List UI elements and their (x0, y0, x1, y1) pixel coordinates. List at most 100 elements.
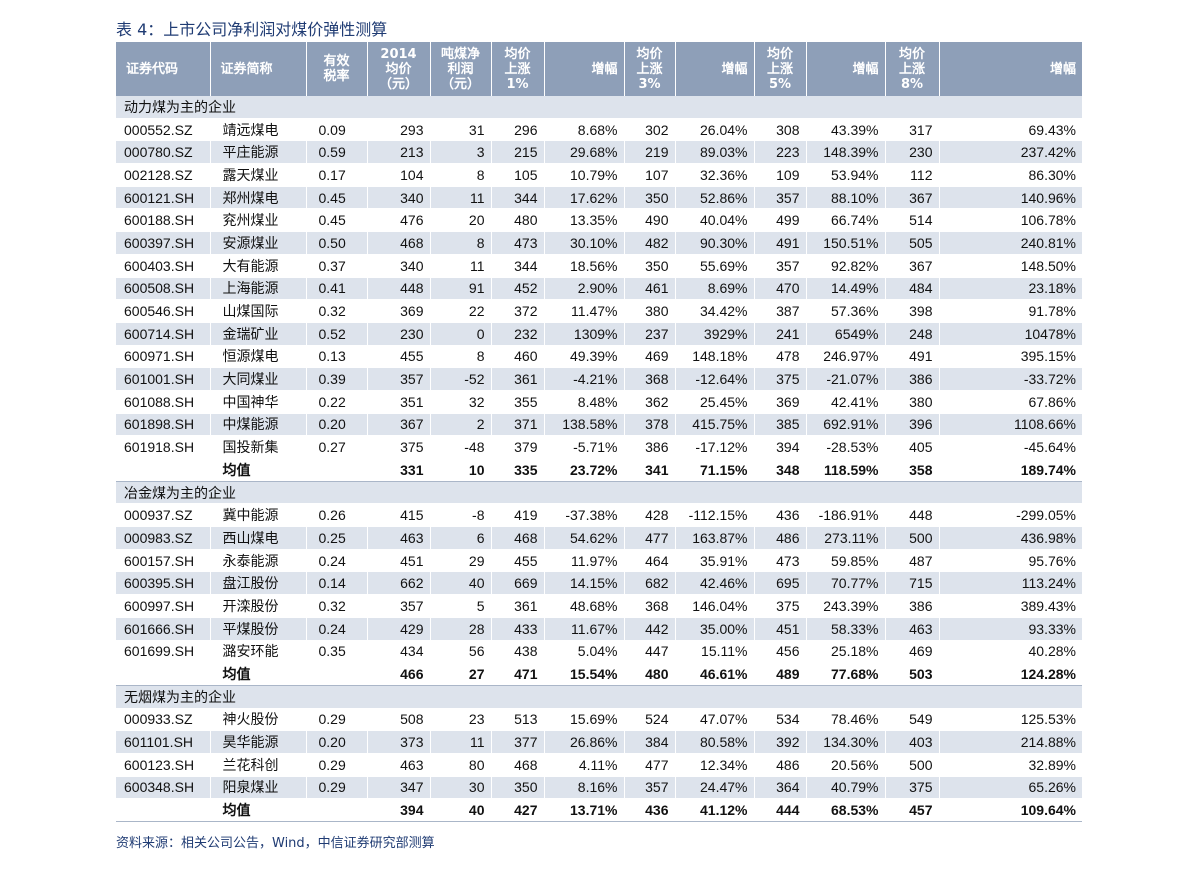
table-cell: 23.18% (939, 277, 1082, 301)
table-cell: 92.82% (806, 254, 886, 278)
section-title: 无烟煤为主的企业 (116, 685, 1082, 709)
table-cell: 246.97% (806, 345, 886, 369)
stock-name-cell: 郑州煤电 (210, 186, 307, 210)
stock-name-cell: 中煤能源 (210, 413, 307, 437)
table-cell: 361 (491, 367, 545, 391)
stock-code-cell: 601699.SH (116, 640, 211, 664)
table-cell: 0.20 (306, 730, 368, 754)
table-cell: 11 (430, 254, 492, 278)
table-cell: 237 (624, 322, 676, 346)
table-cell: -48 (430, 435, 492, 459)
column-header: 有效 税率 (306, 42, 368, 96)
table-cell: 35.00% (675, 617, 755, 641)
table-cell: 104 (367, 163, 431, 187)
table-cell: 460 (491, 345, 545, 369)
stock-name-cell: 上海能源 (210, 277, 307, 301)
stock-name-cell: 兰花科创 (210, 753, 307, 777)
table-cell: 11.47% (544, 299, 625, 323)
table-cell: 0.32 (306, 594, 368, 618)
stock-code-cell: 600403.SH (116, 254, 211, 278)
table-cell: 389.43% (939, 594, 1082, 618)
table-cell: 361 (491, 594, 545, 618)
table-cell: 88.10% (806, 186, 886, 210)
table-cell: 373 (367, 730, 431, 754)
average-row: 均值 331 10 335 23.72% 341 71.15% 348 118.59% 358 18… (116, 458, 1082, 482)
table-cell: 24.47% (675, 776, 755, 800)
stock-name-cell: 露天煤业 (210, 163, 307, 187)
average-cell: 71.15% (675, 458, 755, 482)
table-cell: 468 (491, 526, 545, 550)
table-cell: 480 (491, 208, 545, 233)
table-cell: 367 (367, 413, 431, 437)
table-cell: 340 (367, 186, 431, 210)
table-row: 600157.SH 永泰能源 0.24 451 29 455 11.97% 464 35.91%… (116, 549, 1082, 573)
table-cell: 4.11% (544, 753, 625, 777)
table-row: 600508.SH 上海能源 0.41 448 91 452 2.90% 461 8.69% 47… (116, 277, 1082, 301)
stock-code-cell: 600546.SH (116, 299, 211, 323)
average-label: 均值 (210, 662, 368, 686)
table-cell: 442 (624, 617, 676, 641)
table-cell: 0.29 (306, 708, 368, 732)
table-cell: 448 (367, 277, 431, 301)
table-cell: 0.24 (306, 549, 368, 573)
empty-cell (116, 798, 211, 822)
table-cell: 375 (367, 435, 431, 459)
stock-name-cell: 中国神华 (210, 390, 307, 414)
table-cell: 0.24 (306, 617, 368, 641)
table-cell: 434 (367, 640, 431, 664)
stock-name-cell: 兖州煤业 (210, 208, 307, 233)
average-cell: 457 (885, 798, 940, 822)
table-cell: 2.90% (544, 277, 625, 301)
table-cell: 30 (430, 776, 492, 800)
table-cell: 146.04% (675, 594, 755, 618)
stock-name-cell: 大同煤业 (210, 367, 307, 391)
table-cell: 148.50% (939, 254, 1082, 278)
table-cell: 357 (754, 254, 807, 278)
table-cell: 455 (367, 345, 431, 369)
table-cell: 8 (430, 345, 492, 369)
table-cell: 669 (491, 571, 545, 596)
table-cell: 371 (491, 413, 545, 437)
table-cell: 470 (754, 277, 807, 301)
table-cell: 451 (754, 617, 807, 641)
table-cell: 428 (624, 503, 676, 528)
table-cell: -37.38% (544, 503, 625, 528)
average-cell: 480 (624, 662, 676, 686)
table-cell: 486 (754, 753, 807, 777)
table-cell: 57.36% (806, 299, 886, 323)
table-cell: 375 (754, 594, 807, 618)
stock-name-cell: 平庄能源 (210, 140, 307, 165)
table-cell: 148.39% (806, 140, 886, 165)
table-row: 601088.SH 中国神华 0.22 351 32 355 8.48% 362 25.45% 3… (116, 390, 1082, 414)
table-cell: 364 (754, 776, 807, 800)
table-cell: 395.15% (939, 345, 1082, 369)
table-cell: 308 (754, 118, 807, 142)
section-title: 动力煤为主的企业 (116, 96, 1082, 119)
table-cell: 452 (491, 277, 545, 301)
table-cell: 436.98% (939, 526, 1082, 550)
table-cell: 368 (624, 594, 676, 618)
table-row: 601918.SH 国投新集 0.27 375 -48 379 -5.71% 386 -17.1… (116, 435, 1082, 459)
table-cell: 405 (885, 435, 940, 459)
stock-code-cell: 600395.SH (116, 571, 211, 596)
stock-code-cell: 600121.SH (116, 186, 211, 210)
table-cell: 0.35 (306, 640, 368, 664)
table-cell: 25.45% (675, 390, 755, 414)
stock-code-cell: 601088.SH (116, 390, 211, 414)
table-cell: 448 (885, 503, 940, 528)
table-cell: 213 (367, 140, 431, 165)
table-row: 600188.SH 兖州煤业 0.45 476 20 480 13.35% 490 40.04%… (116, 208, 1082, 233)
table-cell: 6 (430, 526, 492, 550)
table-cell: 377 (491, 730, 545, 754)
table-cell: 28 (430, 617, 492, 641)
table-cell: 692.91% (806, 413, 886, 437)
stock-code-cell: 600348.SH (116, 776, 211, 800)
table-cell: 3 (430, 140, 492, 165)
table-cell: 47.07% (675, 708, 755, 732)
stock-name-cell: 国投新集 (210, 435, 307, 459)
table-cell: 12.34% (675, 753, 755, 777)
table-cell: -33.72% (939, 367, 1082, 391)
table-cell: 484 (885, 277, 940, 301)
table-cell: 662 (367, 571, 431, 596)
table-title: 表 4：上市公司净利润对煤价弹性测算 (116, 20, 388, 39)
